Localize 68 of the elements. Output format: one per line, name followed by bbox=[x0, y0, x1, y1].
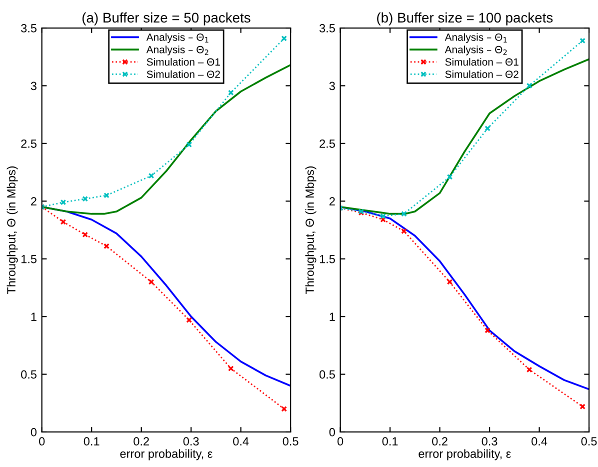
x-tick-label: 0.1 bbox=[382, 437, 398, 446]
point bbox=[526, 366, 532, 373]
point bbox=[401, 228, 407, 234]
y-tick-label: 0.5 bbox=[21, 370, 37, 379]
y-tick-label: 3 bbox=[329, 82, 335, 90]
y-tick-label: 0 bbox=[30, 428, 37, 436]
point bbox=[60, 219, 66, 225]
x-tick-label: 0.4 bbox=[233, 437, 249, 446]
y-tick-label: 0 bbox=[329, 428, 335, 436]
legend-label: Analysis – Θ$_{2}$ bbox=[146, 46, 208, 56]
y-tick-label: 0.5 bbox=[320, 370, 335, 379]
point bbox=[484, 126, 490, 132]
x-tick-label: 0.5 bbox=[581, 437, 597, 446]
y-tick-label: 1.5 bbox=[320, 255, 335, 264]
x-tick-label: 0.5 bbox=[282, 437, 298, 446]
point bbox=[526, 82, 532, 89]
legend-label: Simulation – Θ2 bbox=[146, 70, 220, 78]
y-tick-label: 1 bbox=[31, 312, 36, 321]
point bbox=[104, 243, 110, 250]
legend-label: Simulation – Θ2 bbox=[445, 70, 518, 78]
x-axis-title: error probability, ε bbox=[120, 449, 212, 460]
x-tick-label: 0 bbox=[39, 437, 45, 446]
point bbox=[82, 196, 88, 202]
y-tick-label: 2 bbox=[31, 197, 36, 206]
x-tick-label: 0.4 bbox=[532, 437, 548, 446]
point bbox=[380, 213, 386, 220]
legend-label: Analysis – Θ$_{1}$ bbox=[146, 33, 208, 43]
point bbox=[148, 172, 154, 179]
y-axis-title: Throughput, Θ (in Mbps) bbox=[305, 166, 316, 294]
point bbox=[104, 192, 110, 198]
y-tick-label: 2.5 bbox=[320, 139, 335, 148]
y-tick-label: 3.5 bbox=[21, 24, 37, 32]
x-tick-label: 0.3 bbox=[482, 437, 498, 446]
y-tick-label: 1.5 bbox=[21, 255, 37, 264]
point bbox=[186, 142, 192, 148]
y-axis-title: Throughput, Θ (in Mbps) bbox=[6, 166, 18, 294]
point bbox=[580, 38, 586, 44]
point bbox=[281, 35, 288, 42]
x-axis-title: error probability, ε bbox=[418, 449, 511, 460]
chart-title: (a) Buffer size = 50 packets bbox=[82, 12, 250, 26]
x-tick-label: 0.1 bbox=[84, 437, 100, 446]
point bbox=[446, 174, 453, 180]
y-tick-label: 2.5 bbox=[21, 139, 37, 148]
line-series bbox=[42, 64, 291, 215]
x-tick-label: 0.2 bbox=[432, 437, 448, 446]
point bbox=[401, 210, 407, 217]
y-tick-label: 1 bbox=[330, 312, 335, 321]
legend-label: Simulation – Θ1 bbox=[445, 58, 518, 66]
point bbox=[228, 90, 234, 96]
point bbox=[281, 406, 288, 412]
point bbox=[228, 366, 234, 372]
legend-label: Analysis – Θ$_{1}$ bbox=[444, 33, 507, 43]
point bbox=[580, 404, 586, 410]
point bbox=[186, 317, 192, 323]
x-tick-label: 0.3 bbox=[183, 437, 199, 446]
legend-label: Simulation – Θ1 bbox=[146, 58, 220, 66]
point bbox=[82, 232, 88, 238]
y-tick-label: 2 bbox=[329, 197, 335, 206]
point bbox=[484, 327, 490, 334]
point bbox=[148, 279, 154, 285]
y-tick-label: 3.5 bbox=[319, 24, 335, 32]
point bbox=[446, 279, 453, 285]
legend-label: Analysis – Θ$_{2}$ bbox=[444, 46, 507, 56]
x-tick-label: 0 bbox=[337, 437, 344, 446]
y-tick-label: 3 bbox=[30, 82, 36, 90]
chart-title: (b) Buffer size = 100 packets bbox=[377, 12, 553, 26]
x-tick-label: 0.2 bbox=[134, 437, 149, 446]
point bbox=[60, 199, 66, 206]
